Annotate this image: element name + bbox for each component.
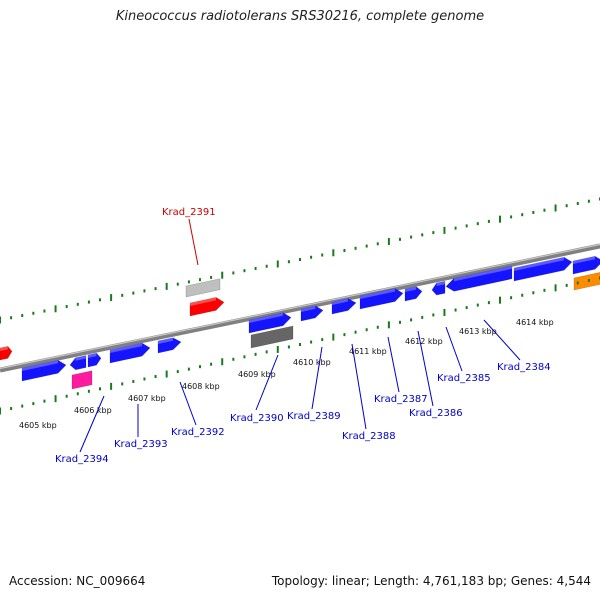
gene-arrow-shape[interactable] — [69, 355, 87, 371]
gene-label[interactable]: Krad_2391 — [162, 207, 216, 218]
gene-arrow[interactable] — [109, 342, 151, 364]
gene-label[interactable]: Krad_2388 — [342, 431, 396, 442]
gene-arrow[interactable] — [300, 305, 324, 322]
gene-leader-line — [417, 330, 434, 407]
gene-arrow[interactable] — [157, 337, 182, 354]
gene-gray-shape[interactable] — [250, 325, 294, 349]
gene-leader-line — [179, 381, 197, 426]
gene-arrow-sheen — [249, 312, 283, 323]
gene-arrow[interactable] — [431, 280, 446, 296]
gene-arrow-shape[interactable] — [109, 342, 151, 364]
lower-tick-track — [0, 276, 600, 415]
gene-arrow-sheen — [75, 355, 86, 361]
gene-arrow[interactable] — [87, 352, 102, 368]
gene-leader-line — [255, 354, 279, 411]
gene-arrow[interactable] — [572, 255, 600, 275]
gene-arrow[interactable] — [359, 288, 404, 310]
gene-arrow-sheen — [360, 288, 395, 299]
gene-arrow-shape[interactable] — [300, 305, 324, 322]
gene-arrow-sheen — [573, 256, 595, 264]
gene-label[interactable]: Krad_2393 — [114, 439, 168, 450]
gene-leader-line — [351, 343, 367, 430]
gene-label[interactable]: Krad_2392 — [171, 427, 225, 438]
gene-pink[interactable] — [71, 370, 93, 390]
gene-leader-line — [387, 336, 400, 393]
gene-arrow[interactable] — [21, 359, 67, 382]
gene-arrow-shape[interactable] — [359, 288, 404, 310]
gene-arrow-shape[interactable] — [331, 298, 357, 315]
scale-tick-label: 4613 kbp — [459, 327, 497, 336]
gene-arrow-shape[interactable] — [21, 359, 67, 382]
gene-pink-shape[interactable] — [71, 370, 93, 390]
genome-title: Kineococcus radiotolerans SRS30216, comp… — [115, 9, 485, 24]
gene-arrow[interactable] — [69, 355, 87, 371]
gene-arrow-sheen — [22, 360, 58, 371]
gene-label[interactable]: Krad_2386 — [409, 408, 463, 419]
gene-arrow-shape[interactable] — [157, 337, 182, 354]
gene-leader-line — [188, 218, 199, 266]
accession-text: Accession: NC_009664 — [9, 574, 146, 588]
gene-arrow-shape[interactable] — [445, 265, 513, 292]
gene-arrow-shape[interactable] — [572, 255, 600, 275]
gene-arrow[interactable] — [445, 265, 513, 292]
genome-backbone — [0, 243, 600, 373]
gene-arrow[interactable] — [331, 298, 357, 315]
gene-arrow-shape[interactable] — [404, 286, 423, 302]
gene-krad-2391-sheen — [190, 297, 216, 306]
scale-tick-label: 4609 kbp — [238, 370, 276, 379]
gene-arrow-shape[interactable] — [513, 256, 573, 282]
scale-tick-label: 4606 kbp — [74, 406, 112, 415]
gene-arrow-shape[interactable] — [431, 280, 446, 296]
topology-text: Topology: linear; Length: 4,761,183 bp; … — [271, 574, 591, 588]
gene-orange[interactable] — [573, 272, 600, 291]
gene-krad-2391[interactable] — [189, 297, 225, 317]
gene-krad-left-red-sheen — [0, 346, 8, 351]
gene-leader-line — [311, 346, 323, 410]
gene-arrow-sheen — [405, 286, 417, 292]
gene-arrow-sheen — [514, 257, 564, 271]
scale-tick-label: 4607 kbp — [128, 394, 166, 403]
gene-label[interactable]: Krad_2384 — [497, 362, 551, 373]
gene-label[interactable]: Krad_2389 — [287, 411, 341, 422]
gene-arrow-sheen — [454, 265, 512, 282]
gene-arrow-shape[interactable] — [248, 312, 292, 334]
gene-krad-left-red-shape[interactable] — [0, 345, 13, 361]
genome-backbone-highlight — [0, 243, 600, 370]
gene-label[interactable]: Krad_2387 — [374, 394, 428, 405]
gene-krad-2391-shape[interactable] — [189, 297, 225, 317]
gene-arrow[interactable] — [513, 256, 573, 282]
gene-orange-shape[interactable] — [573, 272, 600, 291]
gene-arrow-shape[interactable] — [87, 352, 102, 368]
gene-leader-line — [445, 326, 463, 372]
gene-label[interactable]: Krad_2385 — [437, 373, 491, 384]
gene-label[interactable]: Krad_2390 — [230, 413, 284, 424]
scale-tick-label: 4612 kbp — [405, 337, 443, 346]
gene-arrow-sheen — [110, 343, 142, 353]
gene-leader-line — [483, 319, 521, 361]
gene-krad-left-red[interactable] — [0, 345, 13, 361]
gene-light-gray[interactable] — [185, 278, 221, 298]
scale-tick-label: 4610 kbp — [293, 358, 331, 367]
gene-arrow-sheen — [88, 353, 97, 358]
scale-tick-label: 4611 kbp — [349, 347, 387, 356]
gene-label[interactable]: Krad_2394 — [55, 454, 109, 465]
scale-tick-label: 4605 kbp — [19, 421, 57, 430]
gene-arrow-sheen — [436, 281, 445, 287]
gene-arrow-sheen — [332, 298, 348, 305]
gene-light-gray-shape[interactable] — [185, 278, 221, 298]
scale-tick-label: 4608 kbp — [182, 382, 220, 391]
gene-arrow[interactable] — [248, 312, 292, 334]
gene-arrow-sheen — [301, 305, 316, 312]
gene-arrow[interactable] — [404, 286, 423, 302]
gene-arrow-sheen — [158, 337, 173, 344]
scale-tick-label: 4614 kbp — [516, 318, 554, 327]
gene-leader-line — [79, 395, 105, 453]
upper-tick-track — [0, 197, 600, 324]
gene-gray[interactable] — [250, 325, 294, 349]
